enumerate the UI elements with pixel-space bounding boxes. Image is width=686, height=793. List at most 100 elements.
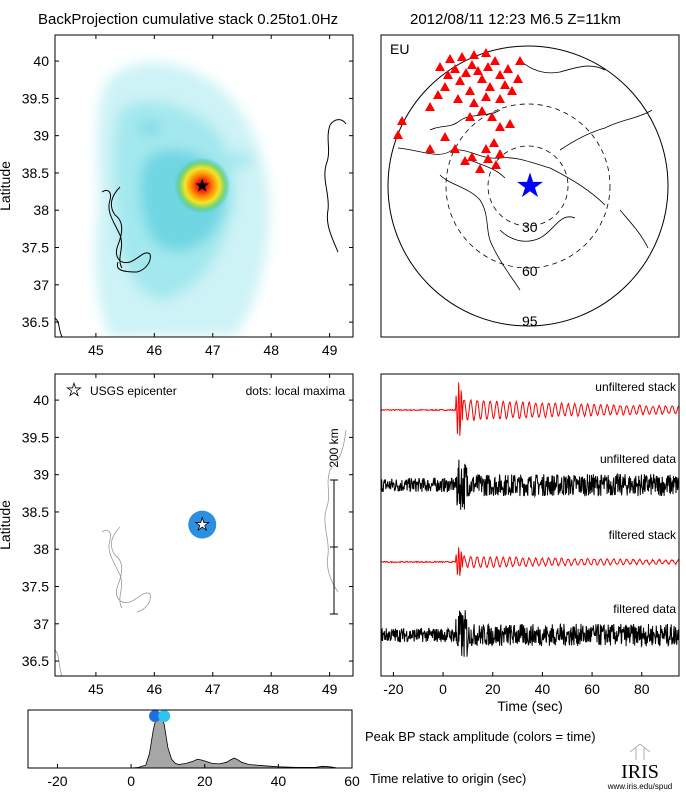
maxima-map-ytick-label: 37 xyxy=(33,616,49,632)
station-triangle xyxy=(481,48,491,57)
ring-label-95: 95 xyxy=(522,313,538,329)
legend-epicenter-label: USGS epicenter xyxy=(90,384,177,398)
maxima-map-ytick-label: 38 xyxy=(33,541,49,557)
station-triangle xyxy=(481,144,491,153)
maxima-map-ytick-label: 38.5 xyxy=(22,504,49,520)
station-triangle xyxy=(489,138,499,147)
traces-xtick-label: 80 xyxy=(634,681,650,697)
globe-outline xyxy=(387,45,669,327)
station-triangle xyxy=(477,106,487,115)
traces-xtick-label: 0 xyxy=(439,681,447,697)
globe-coastlines xyxy=(397,59,653,291)
peak-xtick-label: 0 xyxy=(127,773,135,789)
data-trace xyxy=(381,610,679,657)
maxima-map-xtick-label: 48 xyxy=(263,681,279,697)
station-triangle xyxy=(443,70,453,79)
stack-map-ytick-label: 38.5 xyxy=(22,165,49,181)
station-triangle xyxy=(490,56,500,65)
station-triangle xyxy=(507,86,517,95)
maxima-map-ylabel: Latitude xyxy=(0,500,13,550)
data-trace xyxy=(381,459,679,510)
peak-xtick-label: -20 xyxy=(47,773,67,789)
maxima-map-ytick-label: 40 xyxy=(33,392,49,408)
stack-map-xtick-label: 49 xyxy=(322,342,338,358)
stack-map-xtick-label: 48 xyxy=(263,342,279,358)
stack-map-ytick-label: 37.5 xyxy=(22,240,49,256)
station-triangle xyxy=(477,74,487,83)
iris-logo-mark xyxy=(629,743,651,760)
peak-amplitude-label: Peak BP stack amplitude (colors = time) xyxy=(365,729,596,744)
stack-map-ytick-label: 40 xyxy=(33,53,49,69)
station-triangle xyxy=(483,62,493,71)
local-maximum-dot xyxy=(188,510,217,539)
station-triangle xyxy=(445,54,455,63)
maxima-map-ytick-label: 36.5 xyxy=(22,653,49,669)
station-triangle xyxy=(465,86,475,95)
station-triangle xyxy=(450,64,460,73)
maxima-map-xtick-label: 46 xyxy=(147,681,163,697)
station-triangle xyxy=(495,122,505,131)
station-triangle xyxy=(475,164,485,173)
scale-bar-label: 200 km xyxy=(327,428,341,467)
traces-panel: unfiltered stack unfiltered data filtere… xyxy=(380,373,680,714)
maxima-map-ytick-label: 39 xyxy=(33,467,49,483)
station-triangle xyxy=(467,60,477,69)
station-triangle xyxy=(473,66,483,75)
distance-ring-60 xyxy=(445,103,611,269)
station-triangle xyxy=(461,68,471,77)
legend-star-icon: ★ xyxy=(66,381,81,400)
station-triangle xyxy=(457,52,467,61)
station-triangle xyxy=(453,94,463,103)
station-triangle xyxy=(495,149,505,158)
stack-map-xtick-label: 47 xyxy=(205,342,221,358)
station-triangle xyxy=(425,102,435,111)
ring-label-60: 60 xyxy=(522,263,538,279)
station-triangle xyxy=(500,80,510,89)
peak-time-markers xyxy=(149,710,171,722)
station-triangle xyxy=(485,82,495,91)
scale-bar: 200 km xyxy=(327,428,341,615)
ring-label-30: 30 xyxy=(522,219,538,235)
stack-map-xtick-label: 46 xyxy=(147,342,163,358)
maxima-map-xtick-label: 47 xyxy=(205,681,221,697)
maxima-map-ytick-label: 37.5 xyxy=(22,579,49,595)
stack-map-ytick-label: 38 xyxy=(33,202,49,218)
stack-trace xyxy=(381,382,679,436)
traces-xtick-label: 60 xyxy=(584,681,600,697)
station-triangle xyxy=(460,156,470,165)
traces-xtick-label: 40 xyxy=(535,681,551,697)
station-triangle xyxy=(440,132,450,141)
peak-marker xyxy=(158,710,171,722)
station-globe-panel: ★ EU 30 60 95 xyxy=(380,34,680,338)
peak-xtick-label: 60 xyxy=(344,773,360,789)
trace-lines xyxy=(381,382,679,657)
usgs-epicenter-star: ★ xyxy=(195,515,210,534)
station-triangle xyxy=(467,152,477,161)
iris-logo-text: IRIS xyxy=(621,761,659,783)
peak-amplitude-frame xyxy=(27,709,353,769)
stack-epicenter-star: ★ xyxy=(194,176,210,196)
figure-title: BackProjection cumulative stack 0.25to1.… xyxy=(38,11,338,28)
station-triangle xyxy=(435,62,445,71)
maxima-map-panel: ★ ★ USGS epicenter dots: local maxima 20… xyxy=(0,373,354,697)
station-markers xyxy=(393,48,525,173)
stack-map-ytick-label: 37 xyxy=(33,277,49,293)
iris-logo: IRIS www.iris.edu/spud xyxy=(607,743,672,791)
station-triangle xyxy=(397,116,407,125)
station-triangle xyxy=(465,112,475,121)
label-filtered-stack: filtered stack xyxy=(609,528,677,542)
legend-dots-label: dots: local maxima xyxy=(246,384,346,398)
peak-amplitude-area xyxy=(28,712,352,768)
stack-map-panel: ★ 45 46 47 48 49 36.5 37 37.5 38 38.5 39 39.5 40 Lat… xyxy=(0,34,354,358)
label-unfiltered-stack: unfiltered stack xyxy=(595,380,677,394)
station-triangle xyxy=(481,92,491,101)
station-triangle xyxy=(469,50,479,59)
station-triangle xyxy=(450,144,460,153)
peak-xtick-label: 40 xyxy=(271,773,287,789)
station-triangle xyxy=(505,119,515,128)
station-triangle xyxy=(495,94,505,103)
maxima-map-xtick-label: 45 xyxy=(88,681,104,697)
station-triangle xyxy=(503,64,513,73)
station-triangle xyxy=(455,76,465,85)
maxima-map-ytick-label: 39.5 xyxy=(22,429,49,445)
